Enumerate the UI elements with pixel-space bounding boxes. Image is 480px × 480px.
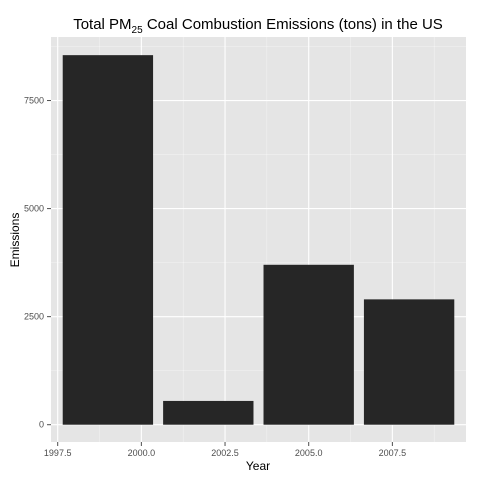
bar-2002 xyxy=(163,400,254,425)
x-tick-label: 1997.5 xyxy=(44,448,72,458)
bar-2005 xyxy=(263,264,354,425)
chart-title-subscript: 25 xyxy=(132,25,144,36)
y-axis-title: Emissions xyxy=(8,213,22,268)
x-tick-label: 2005.0 xyxy=(295,448,323,458)
chart-title-prefix: Total PM xyxy=(73,16,131,33)
chart-title: Total PM25 Coal Combustion Emissions (to… xyxy=(73,16,443,36)
bars xyxy=(62,55,455,425)
x-axis-title: Year xyxy=(246,459,270,473)
y-axis: 0 2500 5000 7500 xyxy=(24,96,51,430)
x-tick-label: 2000.0 xyxy=(128,448,156,458)
x-tick-label: 2002.5 xyxy=(211,448,239,458)
y-tick-label: 5000 xyxy=(24,204,44,214)
bar-2008 xyxy=(363,299,455,425)
y-tick-label: 0 xyxy=(39,420,44,430)
x-axis: 1997.5 2000.0 2002.5 2005.0 2007.5 xyxy=(44,442,406,458)
chart-title-suffix: Coal Combustion Emissions (tons) in the … xyxy=(143,16,443,33)
x-tick-label: 2007.5 xyxy=(379,448,407,458)
bar-1999 xyxy=(62,55,154,425)
y-tick-label: 7500 xyxy=(24,96,44,106)
y-tick-label: 2500 xyxy=(24,312,44,322)
